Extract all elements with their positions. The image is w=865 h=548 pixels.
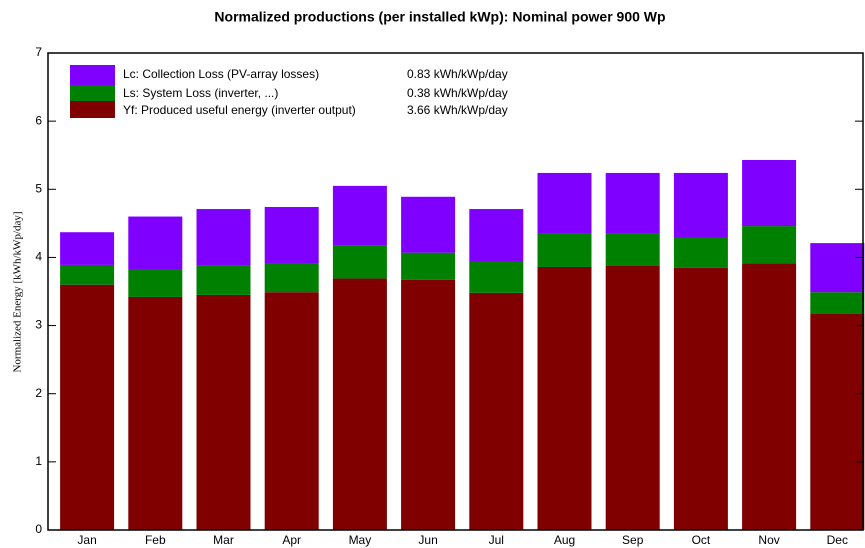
bar-segment — [605, 172, 660, 234]
bar-segment — [469, 261, 524, 293]
y-axis-label: Normalized Energy [kWh/kWp/day] — [12, 211, 24, 372]
y-tick-label: 0 — [35, 522, 42, 536]
x-tick-label: Aug — [554, 533, 575, 547]
bar-segment — [401, 196, 456, 253]
legend-value: 0.83 kWh/kWp/day — [407, 67, 508, 81]
x-tick-label: Apr — [282, 533, 301, 547]
y-tick-label: 2 — [35, 386, 42, 400]
bar-segment — [537, 172, 592, 234]
bar-segment — [537, 266, 592, 530]
bar-segment — [264, 207, 319, 264]
x-tick-label: Nov — [758, 533, 779, 547]
x-tick-label: Jun — [418, 533, 437, 547]
x-tick-label: Feb — [145, 533, 166, 547]
x-tick-label: Dec — [827, 533, 848, 547]
x-tick-label: Jan — [77, 533, 96, 547]
bar-segment — [60, 284, 115, 530]
bar-segment — [742, 226, 797, 264]
bar-segment — [60, 232, 115, 265]
bar-segment — [128, 296, 183, 530]
y-tick-label: 1 — [35, 454, 42, 468]
bar-segment — [128, 216, 183, 270]
legend-swatch — [70, 101, 115, 118]
bar-segment — [605, 265, 660, 530]
bar-segment — [332, 245, 387, 279]
bar-segment — [332, 185, 387, 246]
legend-label: Ls: System Loss (inverter, ...) — [123, 86, 278, 100]
y-tick-label: 3 — [35, 318, 42, 332]
chart-title: Normalized productions (per installed kW… — [214, 9, 665, 25]
legend-label: Lc: Collection Loss (PV-array losses) — [123, 67, 319, 81]
bar-segment — [60, 264, 115, 285]
bar-segment — [810, 292, 865, 314]
bar-segment — [742, 159, 797, 227]
bar-segment — [810, 313, 865, 530]
bar-segment — [332, 278, 387, 530]
x-tick-label: May — [349, 533, 372, 547]
bar-segment — [128, 269, 183, 297]
bar-segment — [673, 267, 728, 530]
y-tick-label: 5 — [35, 181, 42, 195]
bar-segment — [673, 236, 728, 268]
x-tick-label: Sep — [622, 533, 644, 547]
x-tick-label: Jul — [489, 533, 504, 547]
bar-segment — [196, 294, 251, 530]
legend-swatch — [70, 65, 115, 85]
legend-swatch — [70, 85, 115, 101]
x-tick-label: Mar — [213, 533, 234, 547]
bar-segment — [196, 265, 251, 295]
bar-segment — [810, 243, 865, 293]
bar-segment — [401, 252, 456, 280]
y-tick-label: 6 — [35, 113, 42, 127]
bar-segment — [469, 209, 524, 262]
bar-segment — [264, 263, 319, 293]
legend-label: Yf: Produced useful energy (inverter out… — [123, 103, 356, 117]
legend-value: 0.38 kWh/kWp/day — [407, 86, 508, 100]
y-tick-label: 7 — [35, 45, 42, 59]
bar-segment — [264, 292, 319, 530]
bar-segment — [401, 279, 456, 530]
bar-segment — [469, 292, 524, 530]
x-tick-label: Oct — [692, 533, 711, 547]
y-tick-label: 4 — [35, 250, 42, 264]
bar-segment — [605, 233, 660, 266]
bar-segment — [673, 172, 728, 237]
bar-segment — [742, 263, 797, 530]
bar-segment — [537, 233, 592, 267]
bar-segment — [196, 209, 251, 266]
legend-value: 3.66 kWh/kWp/day — [407, 103, 508, 117]
plot-frame — [47, 52, 864, 531]
